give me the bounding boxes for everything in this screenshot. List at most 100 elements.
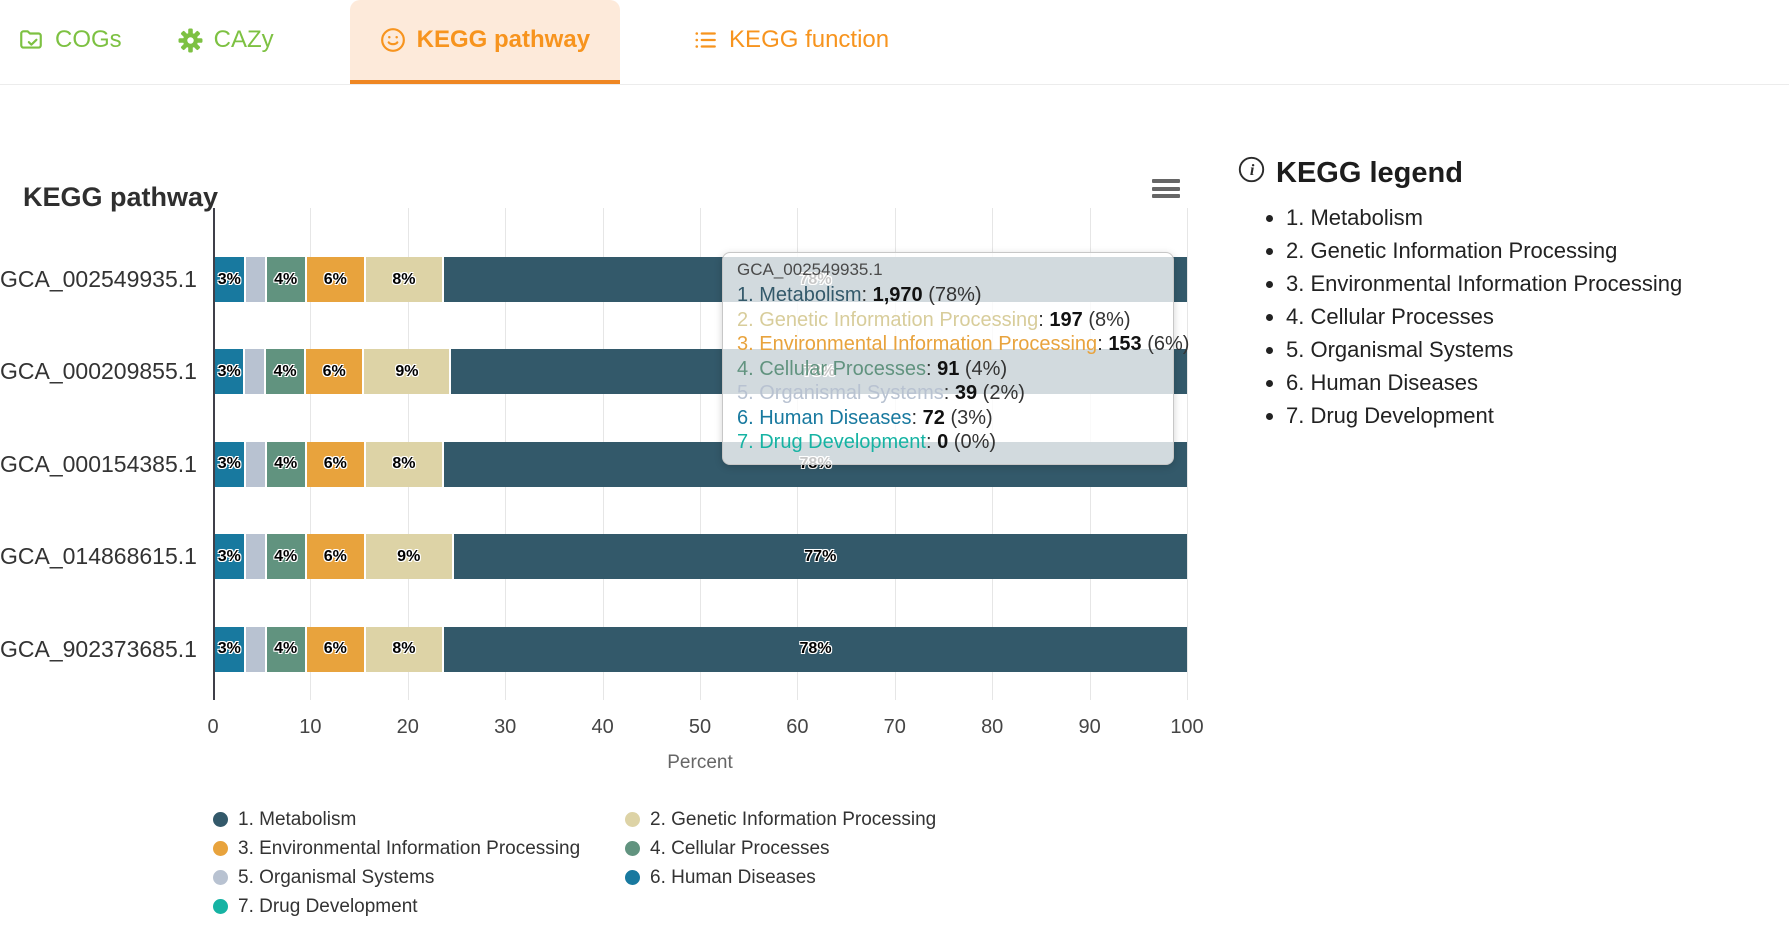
chart-legend-item[interactable]: 7. Drug Development (213, 892, 625, 921)
tab-kegg-function[interactable]: KEGG function (684, 0, 897, 84)
x-axis-tick-label: 30 (494, 716, 517, 738)
gear-icon (178, 28, 203, 53)
segment-data-label: 3% (217, 362, 241, 380)
kegg-legend-item: 5. Organismal Systems (1286, 335, 1783, 364)
bar-segment[interactable]: 4% (266, 441, 307, 487)
bar-segment[interactable]: 6% (306, 441, 366, 487)
chart-legend-item[interactable]: 5. Organismal Systems (213, 863, 625, 892)
bar-segment[interactable] (245, 626, 267, 672)
segment-data-label: 77% (804, 547, 837, 565)
list-icon (692, 27, 718, 53)
kegg-legend-item: 1. Metabolism (1286, 203, 1783, 232)
bar-segment[interactable]: 8% (365, 441, 445, 487)
chart-legend-item[interactable]: 6. Human Diseases (625, 863, 1065, 892)
bar-segment[interactable]: 3% (215, 441, 246, 487)
legend-item-label: 2. Genetic Information Processing (650, 808, 937, 830)
folder-check-icon (18, 27, 44, 53)
legend-item-label: 7. Drug Development (238, 895, 418, 917)
bar-segment[interactable]: 9% (365, 534, 454, 580)
tab-kegg-pathway[interactable]: KEGG pathway (349, 0, 621, 84)
bar-segment[interactable]: 78% (444, 257, 1188, 302)
segment-data-label: 3% (217, 640, 241, 658)
segment-data-label: 4% (274, 547, 298, 565)
category-label: GCA_902373685.1 (0, 635, 197, 662)
bar-segment[interactable]: 6% (306, 534, 366, 580)
legend-marker-icon (625, 812, 640, 827)
bar-segment[interactable]: 6% (305, 349, 365, 395)
tab-label: CAZy (213, 26, 274, 53)
segment-data-label: 9% (397, 547, 421, 565)
chart-legend-item[interactable]: 4. Cellular Processes (625, 834, 1065, 863)
bar-segment[interactable] (245, 349, 267, 395)
x-axis-title: Percent (667, 752, 733, 773)
category-label: GCA_000209855.1 (0, 358, 197, 385)
kegg-legend-title-row: i KEGG legend (1238, 156, 1783, 191)
kegg-legend-list: 1. Metabolism 2. Genetic Information Proc… (1238, 203, 1783, 430)
segment-data-label: 8% (392, 270, 416, 288)
chart-legend-item[interactable]: 2. Genetic Information Processing (625, 805, 1065, 834)
bar-segment[interactable]: 8% (365, 257, 445, 302)
x-axis-tick-label: 10 (299, 716, 322, 738)
bar-segment[interactable] (245, 257, 267, 302)
svg-text:i: i (1250, 160, 1255, 179)
chart-legend-item[interactable]: 3. Environmental Information Processing (213, 834, 625, 863)
bar-segment[interactable] (245, 441, 267, 487)
bar-row: 3% 4% 6% 9% 78% (215, 349, 1187, 395)
bar-segment[interactable]: 9% (364, 349, 452, 395)
bar-segment[interactable]: 4% (266, 257, 307, 302)
gridline (1187, 208, 1188, 700)
x-axis-tick-label: 80 (981, 716, 1004, 738)
bar-segment[interactable]: 78% (451, 349, 1187, 395)
segment-data-label: 6% (322, 362, 346, 380)
x-axis-tick-label: 40 (591, 716, 614, 738)
tab-cazy[interactable]: CAZy (170, 0, 282, 84)
segment-data-label: 4% (274, 455, 298, 473)
bar-segment[interactable]: 6% (306, 257, 366, 302)
bar-segment[interactable] (245, 534, 267, 580)
kegg-legend-item: 7. Drug Development (1286, 401, 1783, 430)
segment-data-label: 6% (323, 640, 347, 658)
smiley-icon (380, 27, 406, 53)
kegg-legend-item: 4. Cellular Processes (1286, 302, 1783, 331)
x-axis-tick-label: 90 (1078, 716, 1101, 738)
bar-segment[interactable]: 8% (365, 626, 445, 672)
chart-legend: 1. Metabolism 2. Genetic Information Proc… (213, 805, 1065, 921)
kegg-legend-item: 6. Human Diseases (1286, 368, 1783, 397)
legend-item-label: 3. Environmental Information Processing (238, 837, 581, 859)
bar-segment[interactable]: 3% (215, 534, 246, 580)
bar-segment[interactable]: 6% (306, 626, 366, 672)
bar-segment[interactable]: 78% (444, 626, 1188, 672)
legend-marker-icon (213, 870, 228, 885)
legend-marker-icon (625, 841, 640, 856)
bar-segment[interactable]: 78% (444, 441, 1188, 487)
bar-segment[interactable]: 3% (215, 257, 246, 302)
bar-row: 3% 4% 6% 9% 77% (215, 534, 1187, 580)
segment-data-label: 9% (395, 362, 419, 380)
x-axis-tick-label: 20 (396, 716, 419, 738)
legend-marker-icon (625, 870, 640, 885)
bar-segment[interactable]: 4% (266, 626, 307, 672)
legend-marker-icon (213, 812, 228, 827)
bar-segment[interactable]: 3% (215, 349, 246, 395)
bar-segment[interactable]: 3% (215, 626, 246, 672)
bar-row: 3% 4% 6% 8% 78% (215, 257, 1188, 302)
kegg-legend-item: 3. Environmental Information Processing (1286, 269, 1783, 298)
tab-bar: COGs CAZy (0, 0, 1789, 85)
segment-data-label: 6% (323, 547, 347, 565)
kegg-legend-title: KEGG legend (1276, 157, 1463, 189)
bar-segment[interactable]: 4% (266, 534, 307, 580)
segment-data-label: 8% (392, 455, 416, 473)
category-label: GCA_014868615.1 (0, 543, 197, 570)
category-label: GCA_000154385.1 (0, 450, 197, 477)
bar-segment[interactable]: 77% (453, 534, 1187, 580)
segment-data-label: 78% (799, 270, 832, 288)
x-axis-tick-label: 50 (688, 716, 712, 738)
segment-data-label: 6% (323, 455, 347, 473)
tab-label: COGs (55, 26, 122, 53)
bar-segment[interactable]: 4% (266, 349, 306, 395)
segment-data-label: 4% (274, 640, 298, 658)
tab-cogs[interactable]: COGs (10, 0, 130, 84)
hamburger-menu-icon[interactable] (1152, 179, 1180, 198)
chart-legend-item[interactable]: 1. Metabolism (213, 805, 625, 834)
